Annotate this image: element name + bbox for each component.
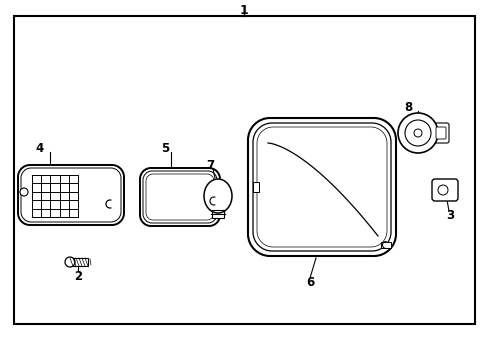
Text: 7: 7 [205, 158, 214, 171]
Bar [252, 182, 259, 192]
Circle shape [65, 257, 75, 267]
Circle shape [404, 120, 430, 146]
Text: 6: 6 [305, 275, 313, 288]
PathPatch shape [247, 118, 395, 256]
Text: 3: 3 [445, 208, 453, 221]
FancyBboxPatch shape [432, 123, 448, 143]
Ellipse shape [203, 179, 231, 213]
Circle shape [20, 188, 28, 196]
Text: 4: 4 [36, 141, 44, 154]
Bar [70, 258, 88, 266]
PathPatch shape [140, 168, 220, 226]
Circle shape [413, 129, 421, 137]
Circle shape [437, 185, 447, 195]
Circle shape [397, 113, 437, 153]
Text: 2: 2 [74, 270, 82, 284]
PathPatch shape [18, 165, 124, 225]
Bar [14, 16, 474, 324]
Bar [212, 210, 224, 218]
FancyBboxPatch shape [431, 179, 457, 201]
Bar [380, 242, 390, 248]
Text: 5: 5 [161, 141, 169, 154]
Text: 8: 8 [403, 100, 411, 113]
Text: 1: 1 [239, 4, 248, 17]
FancyBboxPatch shape [435, 127, 445, 139]
